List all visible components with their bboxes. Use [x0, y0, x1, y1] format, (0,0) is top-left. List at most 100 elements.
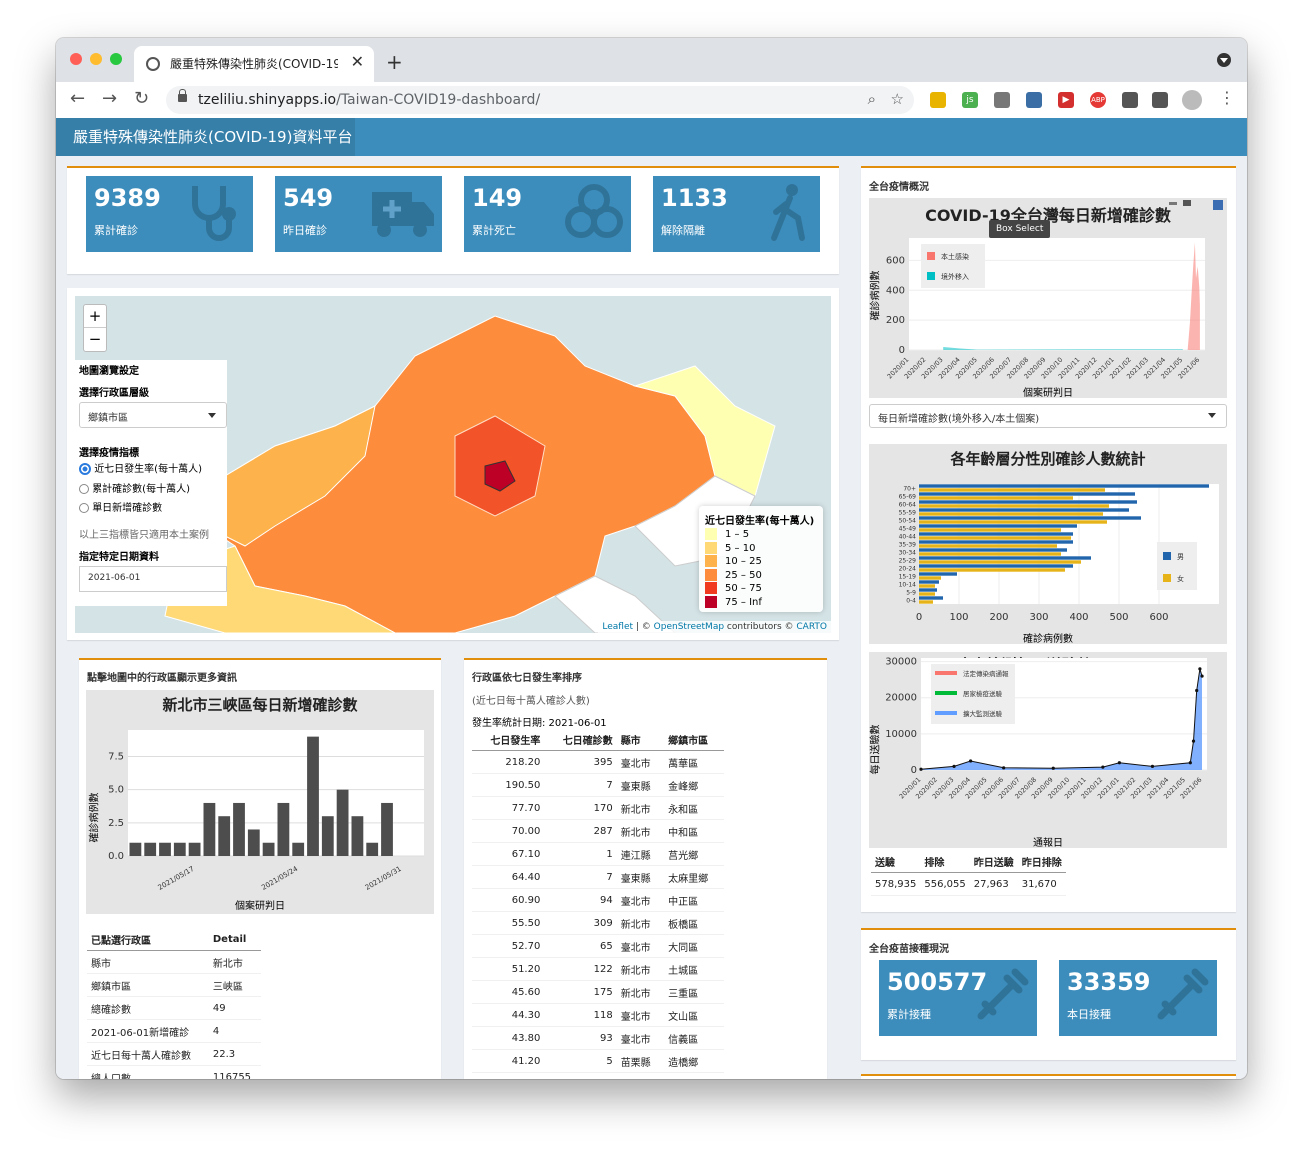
- table-row: 總確診數 49: [87, 996, 261, 1020]
- level-select[interactable]: 鄉鎮市區: [79, 402, 227, 428]
- extension-icon-5[interactable]: ▶: [1058, 92, 1074, 108]
- legend-swatch: [705, 582, 717, 594]
- table-row: 52.70 65 臺北市 大同區: [472, 934, 724, 958]
- indicator-option-1: 近七日發生率(每十萬人): [94, 464, 202, 475]
- legend-label: 25 – 50: [725, 569, 762, 581]
- menu-dots-icon[interactable]: ⋮: [1219, 88, 1235, 107]
- minimize-window-icon[interactable]: [90, 53, 102, 65]
- zoom-out-button[interactable]: −: [88, 330, 102, 348]
- yesterday-cases-label: 昨日確診: [283, 224, 327, 237]
- legend-swatch: [705, 555, 717, 567]
- table-cell: 49: [208, 996, 261, 1020]
- tooltip-box-select: Box Select: [989, 220, 1051, 238]
- x-tick-label: 2021/05/24: [260, 865, 299, 892]
- lock-icon[interactable]: [178, 89, 187, 102]
- y-tick-label: 35-39: [899, 542, 917, 549]
- plotly-logo-icon[interactable]: [1213, 200, 1223, 210]
- back-icon[interactable]: ←: [70, 88, 86, 109]
- table-cell: 3: [544, 1072, 617, 1079]
- zoom-icon[interactable]: ⌕: [867, 90, 876, 108]
- table-row: 55.50 309 新北市 板橋區: [472, 911, 724, 935]
- next-box-edge: [861, 1074, 1236, 1079]
- table-cell: 77.70: [472, 796, 545, 820]
- adblock-icon[interactable]: ABP: [1090, 92, 1106, 108]
- close-window-icon[interactable]: [70, 53, 82, 65]
- close-tab-icon[interactable]: ✕: [350, 52, 364, 71]
- age-gender-chart[interactable]: 0 100 200 300 400 500 600 70+65-6960-6455-5950-…: [869, 444, 1227, 644]
- ranking-header-1[interactable]: 七日確診數: [544, 728, 617, 751]
- y-tick-label: 400: [886, 285, 905, 296]
- data-point: [1002, 766, 1006, 770]
- chart1-select[interactable]: 每日新增確診數(境外移入/本土個案): [869, 404, 1227, 428]
- zoom-in-button[interactable]: +: [84, 305, 106, 328]
- table-cell: 2021-06-01新增確診: [87, 1019, 209, 1043]
- legend-item: 1 – 5: [705, 528, 749, 540]
- maximize-window-icon[interactable]: [110, 53, 122, 65]
- district-bar-chart[interactable]: 0.0 2.5 5.0 7.5 2021/05/17 2021/05/24 2021/05/…: [86, 690, 434, 914]
- table-cell: 93: [544, 1026, 617, 1050]
- map-region-white-south[interactable]: [554, 575, 676, 633]
- modebar-zoom-icon[interactable]: [1169, 202, 1177, 205]
- table-cell: 大同區: [664, 934, 724, 958]
- new-tab-icon[interactable]: +: [386, 50, 403, 74]
- district-box-title: 點擊地圖中的行政區顯示更多資訊: [87, 673, 237, 684]
- osm-link[interactable]: OpenStreetMap: [653, 622, 725, 632]
- profile-avatar[interactable]: [1182, 90, 1202, 110]
- indicator-note: 以上三指標皆只適用本土案例: [79, 530, 209, 541]
- media-icon[interactable]: [1152, 92, 1168, 108]
- url-text[interactable]: tzeliliu.shinyapps.io/Taiwan-COVID19-das…: [198, 92, 540, 108]
- daily-cases-chart[interactable]: 02004006002020/012020/022020/032020/0420…: [869, 198, 1227, 398]
- radio-icon[interactable]: [79, 484, 89, 494]
- address-bar[interactable]: tzeliliu.shinyapps.io/Taiwan-COVID19-das…: [166, 86, 914, 114]
- reload-icon[interactable]: ↻: [134, 88, 150, 109]
- extension-icon-1[interactable]: [930, 92, 946, 108]
- tests-chart[interactable]: 01000020000300002020/012020/022020/03202…: [869, 652, 1227, 848]
- table-cell: 7: [544, 773, 617, 797]
- table-cell: 近七日每十萬人確診數: [87, 1042, 209, 1066]
- extension-icon-4[interactable]: [1026, 92, 1042, 108]
- map-region-wanhua[interactable]: [484, 460, 516, 492]
- browser-tab[interactable]: 嚴重特殊傳染性肺炎(COVID-19 ✕: [134, 46, 374, 82]
- map-legend: 近七日發生率(每十萬人) 1 – 5 5 – 10 10 – 25 25 – 50 50…: [699, 506, 823, 612]
- table-cell: 190.50: [472, 773, 545, 797]
- indicator-radio-1[interactable]: 近七日發生率(每十萬人): [79, 460, 202, 475]
- table-cell: 51.20: [472, 957, 545, 981]
- ranking-header-2[interactable]: 縣市: [616, 728, 665, 751]
- table-cell: 臺北市: [616, 934, 665, 958]
- leaflet-link[interactable]: Leaflet: [602, 622, 634, 632]
- app-title[interactable]: 嚴重特殊傳染性肺炎(COVID-19)資料平台: [56, 118, 355, 156]
- modebar-pan-icon[interactable]: [1183, 200, 1191, 206]
- forward-icon[interactable]: →: [102, 88, 118, 109]
- legend-label: 居家檢疫送驗: [963, 689, 1003, 698]
- table-cell: 永和區: [664, 796, 724, 820]
- ranking-table: 七日發生率 七日確診數 縣市 鄉鎮市區 218.20 395 臺北市 萬華區 190.5…: [472, 728, 724, 1079]
- table-cell: 臺東縣: [616, 865, 665, 889]
- choropleth-map[interactable]: [75, 296, 831, 633]
- radio-icon[interactable]: [79, 503, 89, 513]
- ranking-header-0[interactable]: 七日發生率: [472, 728, 545, 751]
- data-point: [1191, 739, 1196, 743]
- indicator-radio-3[interactable]: 單日新增確診數: [79, 499, 162, 514]
- radio-selected-icon[interactable]: [79, 463, 91, 475]
- detail-header-0: 已點選行政區: [87, 928, 209, 951]
- date-input[interactable]: 2021-06-01: [79, 566, 227, 592]
- y-tick-label: 10-14: [899, 582, 917, 589]
- y-tick-label: 7.5: [108, 752, 124, 763]
- carto-link[interactable]: CARTO: [796, 622, 827, 632]
- chart3-xlabel: 通報日: [1033, 838, 1063, 849]
- tab-search-icon[interactable]: [1217, 53, 1231, 67]
- table-row: 近七日每十萬人確診數 22.3: [87, 1042, 261, 1066]
- ranking-header-3[interactable]: 鄉鎮市區: [664, 728, 724, 751]
- puzzle-icon[interactable]: [1122, 92, 1138, 108]
- indicator-radio-2[interactable]: 累計確診數(每十萬人): [79, 480, 190, 495]
- bookmark-star-icon[interactable]: ☆: [890, 90, 904, 108]
- chart3-ylabel: 每日送驗數: [870, 724, 882, 775]
- table-row: 64.40 7 臺東縣 太麻里鄉: [472, 865, 724, 889]
- map-container[interactable]: + − 地圖瀏覽設定 選擇行政區層級 鄉鎮市區 選擇疫情指標 近七日發生率(每十…: [75, 296, 831, 633]
- extension-icon-3[interactable]: [994, 92, 1010, 108]
- tests-header-3: 昨日排除: [1017, 850, 1066, 873]
- legend-label: 本土感染: [941, 252, 969, 261]
- bar: [919, 556, 1091, 560]
- extension-js-icon[interactable]: js: [962, 92, 978, 108]
- y-tick-label: 65-69: [899, 494, 917, 501]
